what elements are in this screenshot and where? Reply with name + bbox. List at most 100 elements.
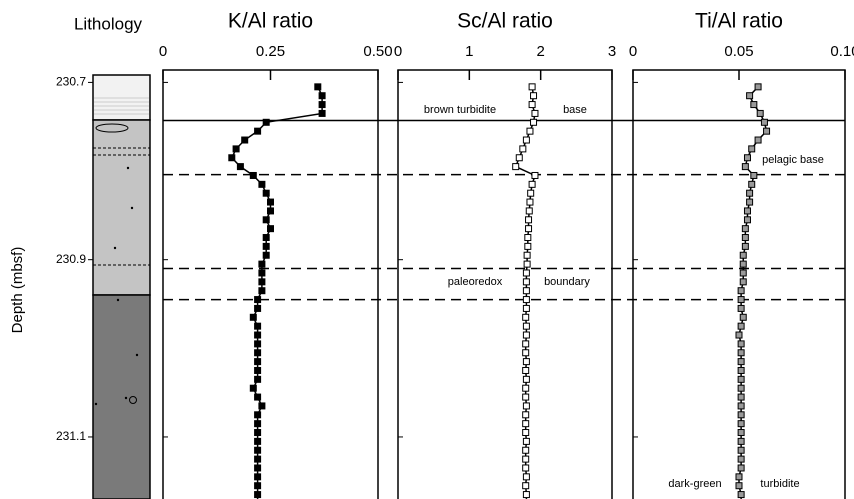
data-point [255,297,261,303]
data-point [740,261,746,267]
annotation: base [563,104,587,116]
data-point [749,181,755,187]
data-point [525,235,531,241]
data-point [523,288,529,294]
x-tick-label: 3 [608,43,616,60]
data-point [740,314,746,320]
data-point [526,226,532,232]
data-point [263,190,269,196]
data-point [523,474,529,480]
data-point [263,119,269,125]
data-point [259,403,265,409]
data-point [738,456,744,462]
data-point [513,164,519,170]
data-point [263,217,269,223]
data-point [255,474,261,480]
data-point [738,297,744,303]
data-point [755,137,761,143]
annotation: paleoredox [448,276,503,288]
data-point [738,438,744,444]
data-point [523,314,529,320]
data-point [315,84,321,90]
y-tick-label: 230.7 [56,75,86,89]
data-point [255,430,261,436]
data-point [255,438,261,444]
data-point [755,84,761,90]
data-point [255,128,261,134]
data-point [523,297,529,303]
data-point [263,235,269,241]
data-point [523,403,529,409]
data-point [523,332,529,338]
data-point [738,421,744,427]
data-point [263,252,269,258]
data-point [523,341,529,347]
data-point [744,208,750,214]
data-point [764,128,770,134]
data-point [523,385,529,391]
data-point [255,341,261,347]
data-point [738,492,744,498]
data-point [738,359,744,365]
data-point [738,465,744,471]
data-point [742,235,748,241]
data-point [738,288,744,294]
data-point [255,376,261,382]
data-point [525,243,531,249]
panel-title: Sc/Al ratio [457,10,553,33]
y-tick-label: 231.1 [56,429,86,443]
data-point [259,288,265,294]
data-point [255,359,261,365]
data-point [259,181,265,187]
data-point [738,323,744,329]
data-point [526,217,532,223]
data-point [761,119,767,125]
data-point [523,421,529,427]
data-point [520,146,526,152]
data-point [255,323,261,329]
data-point [738,403,744,409]
data-point [738,341,744,347]
data-point [255,332,261,338]
data-point [738,412,744,418]
data-point [742,164,748,170]
data-point [237,164,243,170]
data-point [532,110,538,116]
data-point [740,279,746,285]
x-tick-label: 0.05 [724,43,753,60]
data-point [740,252,746,258]
data-point [751,102,757,108]
data-point [747,93,753,99]
data-point [523,359,529,365]
data-point [523,376,529,382]
data-point [259,261,265,267]
data-point [523,447,529,453]
data-point [736,332,742,338]
annotation: brown turbidite [424,104,496,116]
data-point [531,93,537,99]
data-point [738,394,744,400]
data-point [523,367,529,373]
x-tick-label: 0 [394,43,402,60]
data-point [742,226,748,232]
data-point [523,465,529,471]
data-point [259,279,265,285]
panel-title: Ti/Al ratio [695,10,783,33]
data-point [749,146,755,152]
data-point [255,465,261,471]
data-point [523,412,529,418]
data-point [742,243,748,249]
data-point [319,110,325,116]
data-point [744,155,750,161]
data-point [233,146,239,152]
data-point [523,323,529,329]
data-point [255,350,261,356]
data-point [738,430,744,436]
data-point [268,199,274,205]
panel-title: K/Al ratio [228,10,313,33]
data-point [263,243,269,249]
data-point [736,474,742,480]
data-point [523,270,529,276]
data-point [738,367,744,373]
data-point [516,155,522,161]
